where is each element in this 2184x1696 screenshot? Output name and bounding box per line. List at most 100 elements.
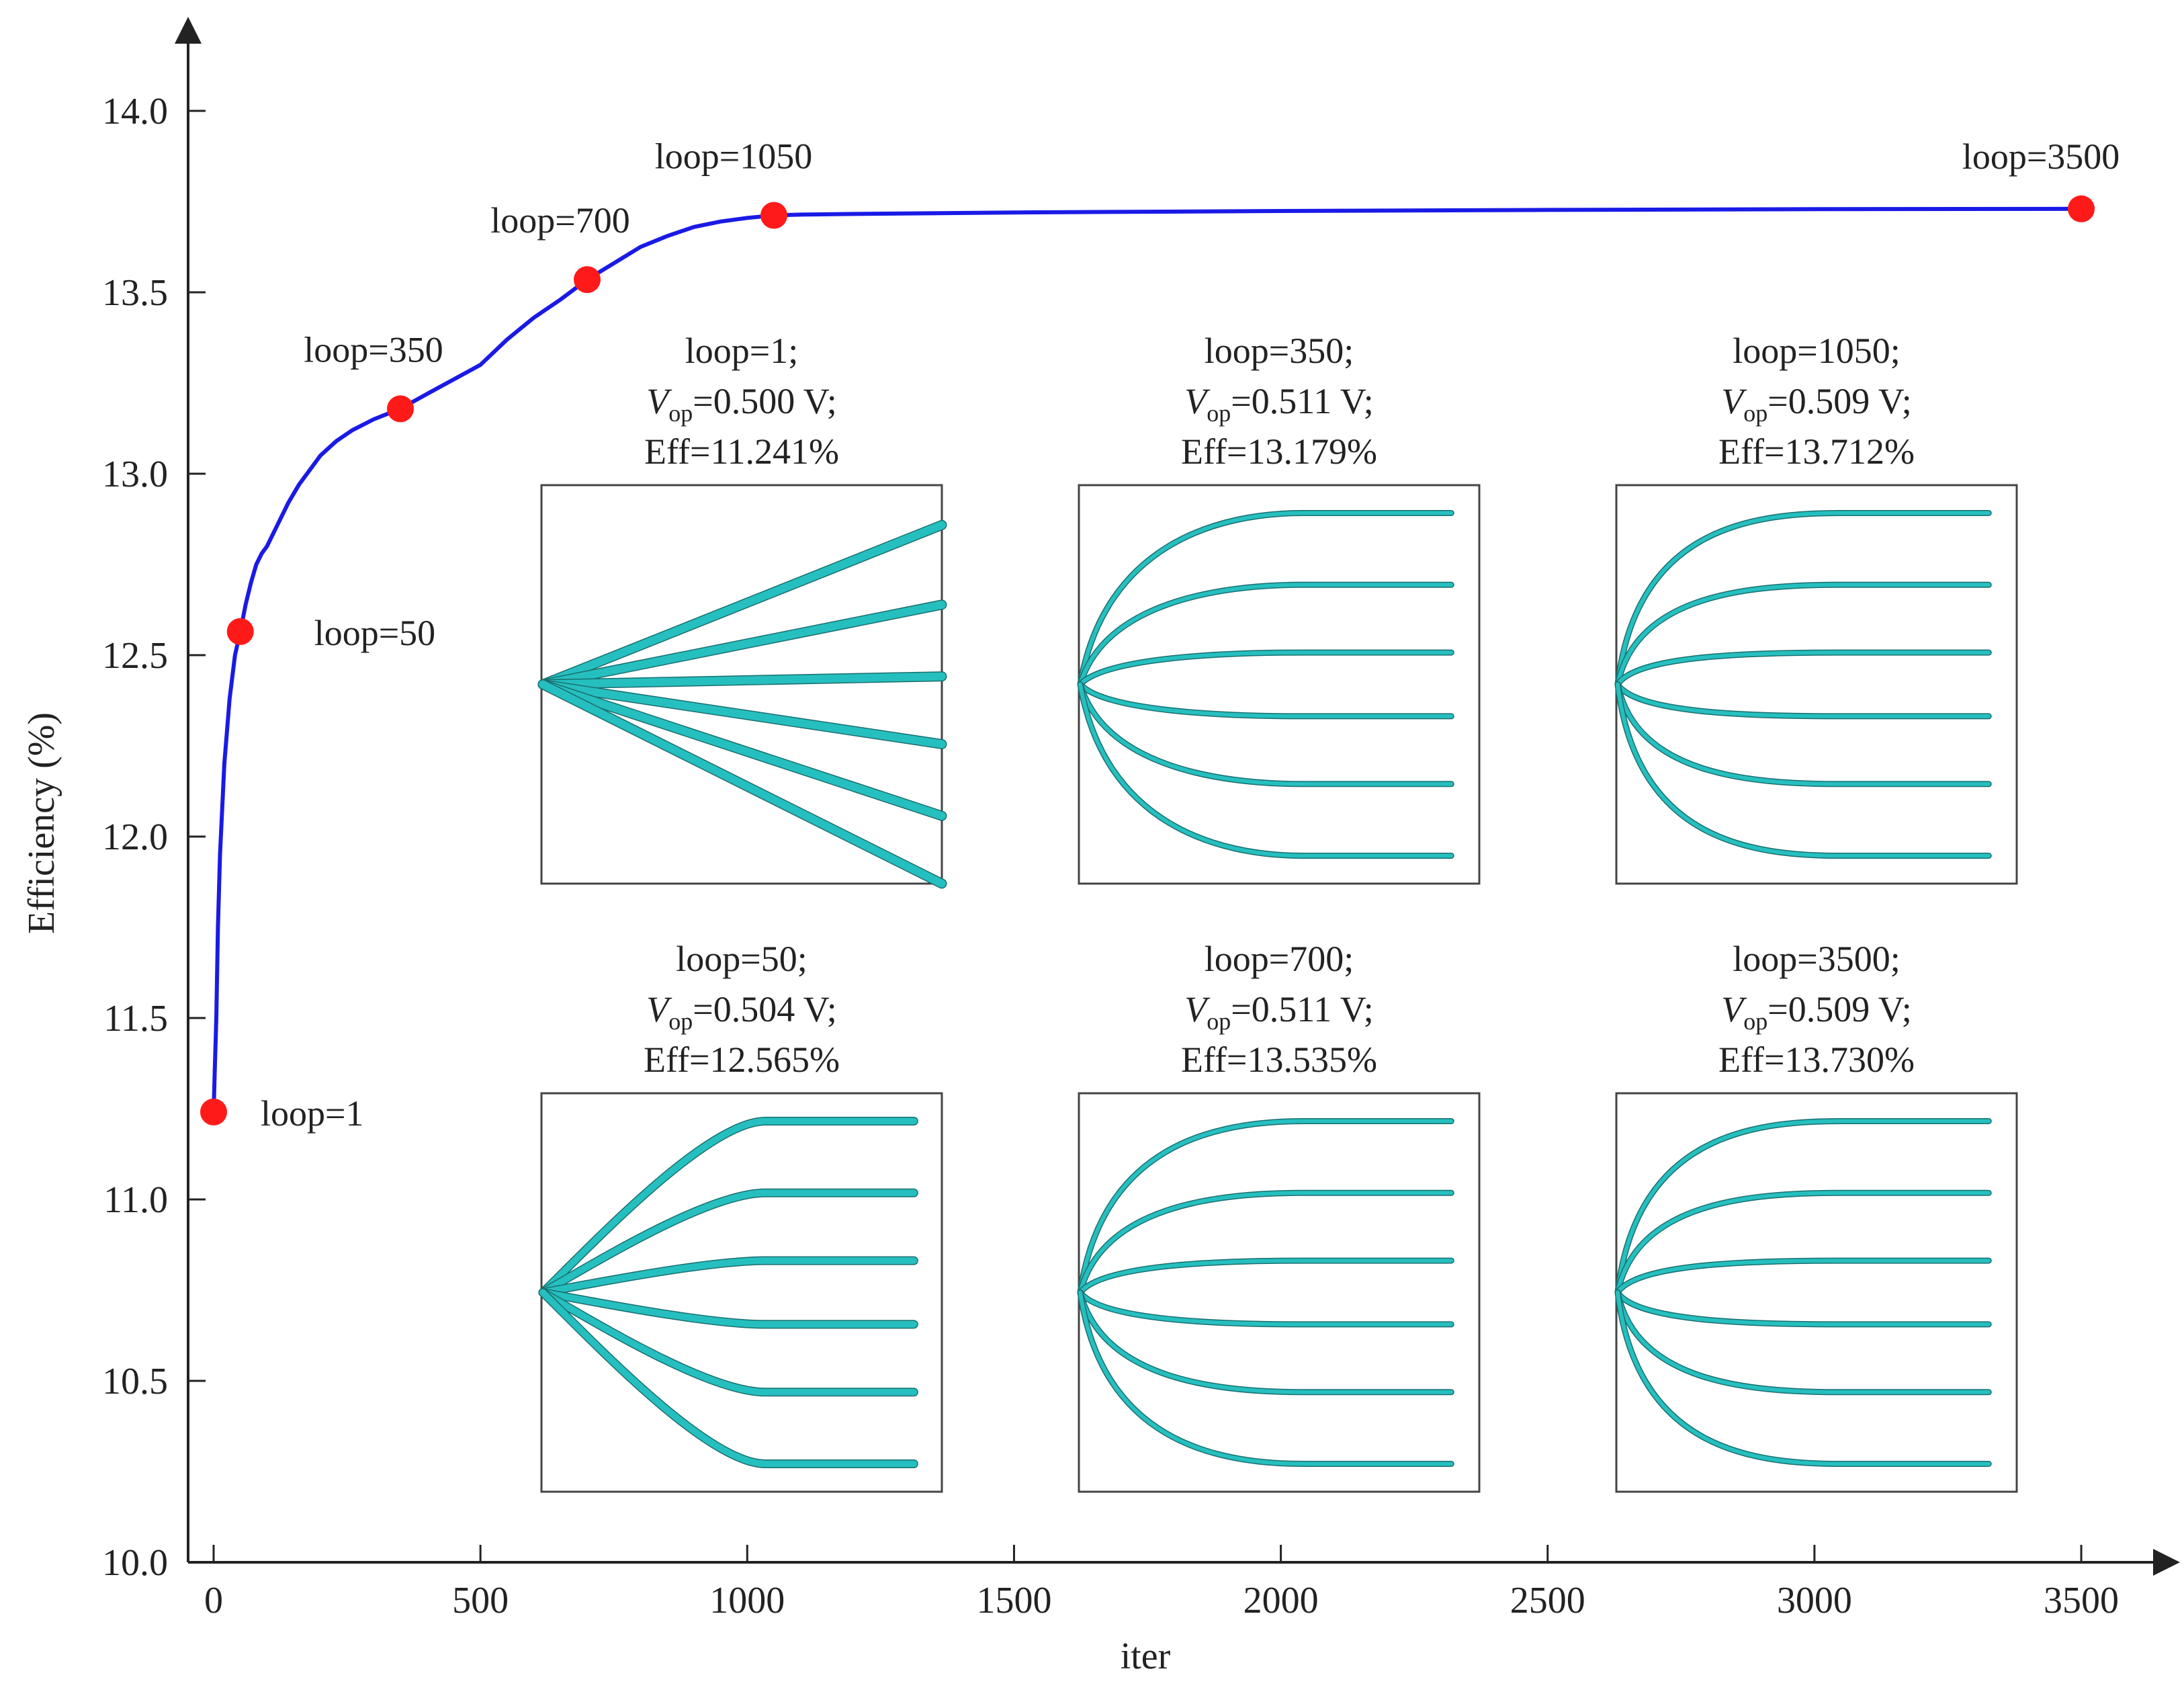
x-tick-label: 3500	[2044, 1580, 2119, 1621]
inset-branch	[1078, 583, 1454, 687]
trajectory-inset: loop=1; Vop=0.500 V;Eff=11.241%	[537, 331, 947, 889]
inset-loop-label: loop=1;	[685, 331, 798, 371]
inset-eff-label: Eff=13.179%	[1181, 431, 1377, 472]
inset-branch	[1616, 1191, 1991, 1295]
inset-frame	[1078, 484, 1481, 885]
inset-branch	[539, 680, 946, 749]
inset-branch	[539, 521, 946, 689]
inset-loop-label: loop=50;	[676, 939, 807, 979]
inset-loop-label: loop=1050;	[1733, 331, 1900, 371]
x-tick-label: 1500	[976, 1580, 1051, 1621]
y-tick-label: 11.0	[103, 1179, 168, 1221]
inset-branch	[1616, 650, 1991, 687]
inset-branch	[539, 672, 946, 689]
inset-branch	[1078, 682, 1454, 786]
y-tick-label: 12.0	[102, 816, 168, 858]
inset-branch	[539, 1257, 918, 1296]
inset-branch	[1616, 682, 1991, 786]
loop-marker-point	[200, 1098, 227, 1126]
inset-branch	[539, 680, 946, 888]
inset-vop-label: Vop=0.511 V;	[1184, 989, 1373, 1035]
y-axis-label: Efficiency (%)	[21, 712, 62, 934]
inset-vop-label: Vop=0.511 V;	[1184, 381, 1373, 427]
loop-marker-point	[574, 266, 601, 294]
inset-branch	[1078, 1290, 1454, 1394]
x-tick-label: 2000	[1243, 1580, 1319, 1621]
inset-branch	[1616, 1290, 1991, 1466]
x-tick-label: 3000	[1777, 1580, 1852, 1621]
loop-marker-label: loop=350	[304, 329, 443, 370]
inset-branch	[1078, 1290, 1454, 1466]
trajectory-inset: loop=700; Vop=0.511 V; Eff=13.535%	[1077, 939, 1481, 1493]
x-tick-label: 0	[204, 1580, 223, 1621]
inset-branch	[1078, 682, 1454, 858]
inset-branch	[1078, 1290, 1454, 1326]
inset-branch	[1616, 583, 1991, 687]
inset-branch	[539, 1289, 918, 1396]
inset-branch	[1616, 1119, 1991, 1295]
inset-branch	[1616, 1259, 1991, 1295]
trajectory-inset: loop=50; Vop=0.504 V; Eff=12.565%	[538, 939, 943, 1493]
inset-eff-label: Eff=11.241%	[644, 431, 839, 472]
inset-branch	[539, 1117, 918, 1296]
loop-marker-label: loop=50	[314, 613, 435, 653]
markers: loop=1 loop=50 loop=350 loop=700 loop=1050 lo…	[200, 136, 2120, 1134]
y-tick-label: 11.5	[103, 998, 168, 1040]
inset-branch	[1616, 1290, 1991, 1326]
inset-branch	[1616, 1290, 1991, 1394]
loop-marker-label: loop=1050	[655, 136, 812, 177]
x-tick-label: 1000	[709, 1580, 785, 1621]
x-axis-label: iter	[1121, 1636, 1171, 1677]
trajectory-inset: loop=350; Vop=0.511 V;Eff=13.179%	[1077, 331, 1481, 885]
inset-branch	[1078, 650, 1454, 687]
x-tick-label: 500	[452, 1580, 509, 1621]
axes: 0 500 1000 1500 2000 2500 3000 3500 10.0 10.5 11.0…	[102, 17, 2180, 1621]
y-tick-label: 13.5	[102, 272, 168, 314]
inset-vop-label: Vop=0.500 V;	[646, 381, 836, 427]
inset-frame	[1615, 484, 2018, 885]
inset-eff-label: Eff=13.712%	[1718, 431, 1915, 472]
y-tick-label: 10.0	[102, 1542, 168, 1584]
loop-marker-point	[760, 202, 788, 229]
y-tick-label: 13.0	[102, 454, 168, 495]
y-axis-arrow	[175, 17, 202, 44]
inset-loop-label: loop=350;	[1205, 331, 1354, 371]
loop-marker-label: loop=700	[490, 200, 629, 241]
y-tick-label: 10.5	[102, 1361, 168, 1402]
inset-branch	[1078, 1119, 1454, 1295]
loop-marker-label: loop=1	[261, 1093, 363, 1134]
inset-loop-label: loop=3500;	[1733, 939, 1900, 979]
trajectory-inset: loop=1050; Vop=0.509 V;Eff=13.712%	[1614, 331, 2018, 885]
inset-frame	[1615, 1092, 2018, 1493]
inset-branch	[539, 680, 946, 820]
inset-branch	[1078, 511, 1454, 687]
inset-branch	[539, 1189, 918, 1296]
inset-eff-label: Eff=13.730%	[1718, 1040, 1915, 1080]
x-tick-label: 2500	[1510, 1580, 1585, 1621]
inset-frame	[540, 1092, 943, 1493]
inset-branch	[1078, 1259, 1454, 1295]
inset-eff-label: Eff=13.535%	[1181, 1040, 1377, 1080]
loop-marker-point	[2068, 195, 2095, 222]
inset-loop-label: loop=700;	[1205, 939, 1354, 979]
trajectory-inset: loop=3500; Vop=0.509 V; Eff=13.730%	[1614, 939, 2018, 1493]
loop-marker-point	[387, 395, 414, 423]
x-axis-arrow	[2153, 1549, 2180, 1576]
insets: loop=1; Vop=0.500 V;Eff=11.241% loop=350; V…	[537, 331, 2018, 1493]
inset-branch	[1616, 511, 1991, 687]
inset-vop-label: Vop=0.504 V;	[646, 989, 836, 1035]
inset-branch	[1078, 682, 1454, 718]
inset-branch	[539, 1289, 918, 1328]
loop-marker-point	[226, 618, 254, 645]
inset-vop-label: Vop=0.509 V;	[1721, 989, 1911, 1035]
loop-marker-label: loop=3500	[1962, 136, 2120, 177]
inset-frame	[1078, 1092, 1481, 1493]
y-tick-label: 14.0	[102, 91, 168, 132]
inset-branch	[1616, 682, 1991, 718]
inset-eff-label: Eff=12.565%	[644, 1040, 840, 1080]
inset-branch	[1078, 1191, 1454, 1295]
y-tick-label: 12.5	[102, 635, 168, 677]
inset-branch	[539, 600, 946, 689]
inset-vop-label: Vop=0.509 V;	[1721, 381, 1911, 427]
